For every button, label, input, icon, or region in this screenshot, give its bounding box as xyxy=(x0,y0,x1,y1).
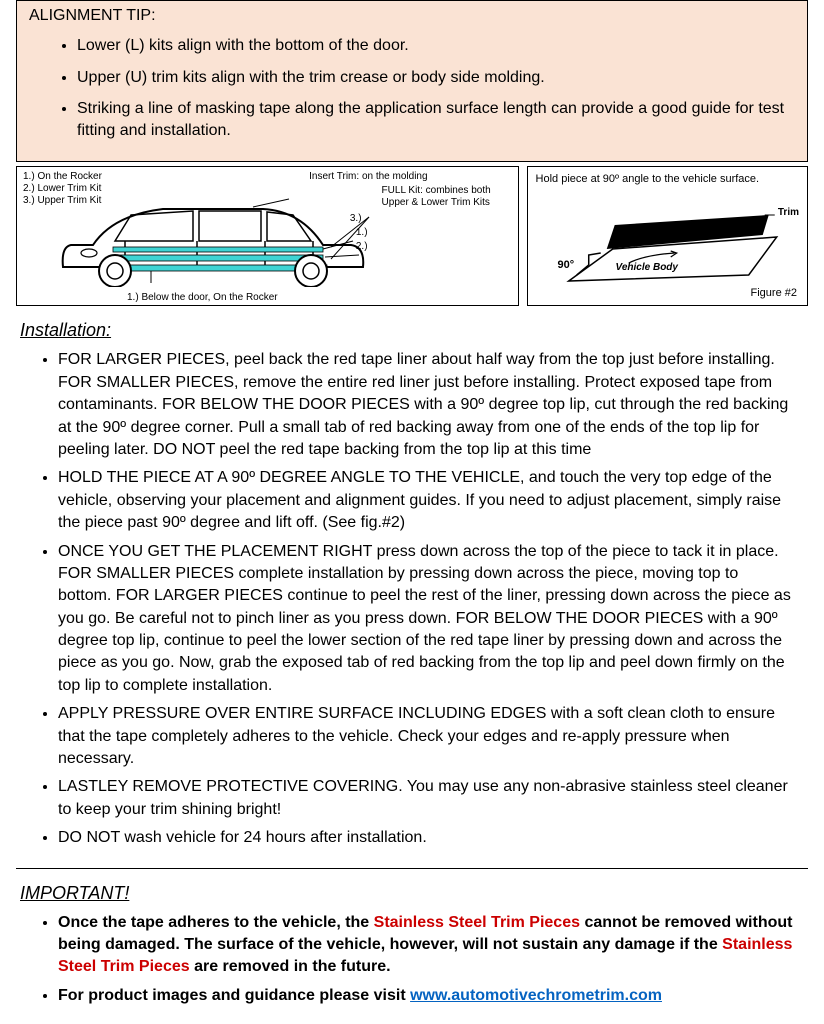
car-svg xyxy=(53,197,373,287)
pointer-2: 2.) xyxy=(356,241,368,252)
installation-heading: Installation: xyxy=(20,320,814,341)
vehicle-body-label: Vehicle Body xyxy=(616,262,678,273)
important-item: For product images and guidance please v… xyxy=(58,985,794,1007)
angle-90-label: 90° xyxy=(558,259,575,271)
imp-text: For product images and guidance please v… xyxy=(58,987,410,1004)
tip-item: Striking a line of masking tape along th… xyxy=(77,98,795,141)
install-step: FOR LARGER PIECES, peel back the red tap… xyxy=(58,349,794,461)
pointer-1: 1.) xyxy=(356,227,368,238)
alignment-tip-box: ALIGNMENT TIP: Lower (L) kits align with… xyxy=(16,0,808,162)
install-step: LASTLEY REMOVE PROTECTIVE COVERING. You … xyxy=(58,776,794,821)
install-step: HOLD THE PIECE AT A 90º DEGREE ANGLE TO … xyxy=(58,467,794,534)
tip-title: ALIGNMENT TIP: xyxy=(29,7,795,25)
angle-svg xyxy=(528,201,807,299)
install-step: DO NOT wash vehicle for 24 hours after i… xyxy=(58,827,794,849)
important-item: Once the tape adheres to the vehicle, th… xyxy=(58,912,794,979)
important-heading: IMPORTANT! xyxy=(20,883,814,904)
angle-diagram: Hold piece at 90º angle to the vehicle s… xyxy=(527,166,808,306)
legend-line: 1.) On the Rocker xyxy=(23,171,102,183)
insert-trim-label: Insert Trim: on the molding xyxy=(309,171,427,182)
important-list: Once the tape adheres to the vehicle, th… xyxy=(10,912,814,1008)
tip-item: Lower (L) kits align with the bottom of … xyxy=(77,35,795,57)
install-step: ONCE YOU GET THE PLACEMENT RIGHT press d… xyxy=(58,541,794,698)
imp-text: are removed in the future. xyxy=(190,958,391,975)
imp-text: Once the tape adheres to the vehicle, th… xyxy=(58,914,374,931)
separator xyxy=(16,868,808,869)
red-highlight: Stainless Steel Trim Pieces xyxy=(374,914,580,931)
installation-list: FOR LARGER PIECES, peel back the red tap… xyxy=(10,349,814,849)
pointer-3: 3.) xyxy=(350,213,362,224)
hold-piece-text: Hold piece at 90º angle to the vehicle s… xyxy=(536,173,799,187)
trim-label: Trim xyxy=(778,207,799,218)
car-diagram: 1.) On the Rocker 2.) Lower Trim Kit 3.)… xyxy=(16,166,519,306)
install-step: APPLY PRESSURE OVER ENTIRE SURFACE INCLU… xyxy=(58,703,794,770)
legend-line: 2.) Lower Trim Kit xyxy=(23,183,102,195)
diagram-row: 1.) On the Rocker 2.) Lower Trim Kit 3.)… xyxy=(16,166,808,306)
below-door-label: 1.) Below the door, On the Rocker xyxy=(127,292,278,303)
tip-list: Lower (L) kits align with the bottom of … xyxy=(29,35,795,141)
tip-item: Upper (U) trim kits align with the trim … xyxy=(77,67,795,89)
product-link[interactable]: www.automotivechrometrim.com xyxy=(410,987,662,1004)
full-kit-label: FULL Kit: combines both Upper & Lower Tr… xyxy=(382,185,512,208)
figure-2-label: Figure #2 xyxy=(751,287,797,299)
page: ALIGNMENT TIP: Lower (L) kits align with… xyxy=(0,0,824,1007)
